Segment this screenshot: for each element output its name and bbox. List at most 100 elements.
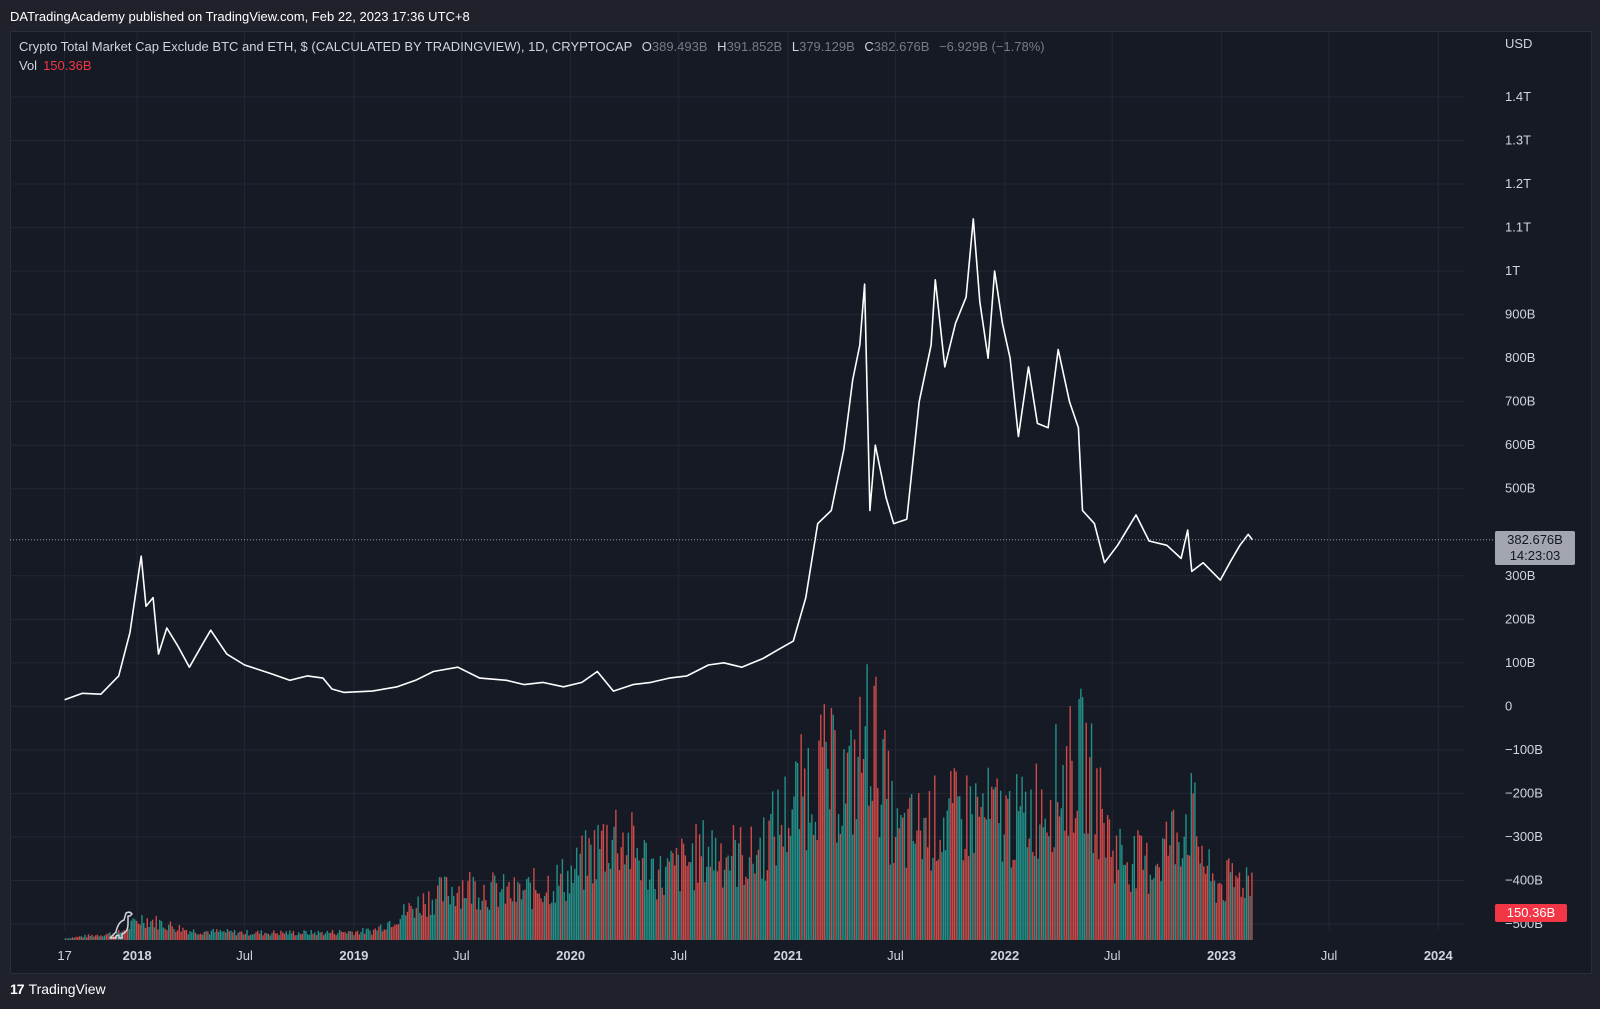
volume-bar [404,915,407,940]
volume-bar [169,921,172,940]
volume-bar [950,771,952,940]
volume-bar [1110,856,1112,940]
volume-bar [590,844,592,940]
volume-bar [586,875,589,940]
volume-bar [178,924,181,940]
volume-bar [283,933,286,940]
volume-bar [483,884,485,940]
volume-bar [260,930,263,940]
volume-bar [495,883,498,940]
volume-bar [134,919,136,940]
volume-bar [335,935,337,940]
volume-bar [843,749,845,940]
volume-bar [93,936,95,940]
volume-bar [490,882,492,940]
price-tick-label: 0 [1505,698,1512,713]
volume-bar [780,824,783,940]
volume-bar [729,870,731,940]
volume-bar [1163,839,1166,940]
volume-bar [1176,832,1178,940]
high-key: H [717,39,727,54]
volume-bar [668,861,671,940]
volume-bar [918,793,920,940]
volume-bar [228,931,230,940]
volume-bar [659,856,662,940]
volume-bar [944,850,947,940]
volume-bar [200,933,202,940]
volume-bar [412,908,414,940]
volume-bar [1114,883,1116,940]
volume-bar [545,892,548,940]
volume-bar [948,798,950,940]
volume-bar [1158,867,1160,940]
volume-bar [107,933,109,940]
volume-bar [1042,827,1045,940]
volume-bar [244,933,246,940]
volume-bar [217,931,220,940]
volume-bar [125,930,127,940]
volume-bar [994,787,997,940]
volume-bar [1188,855,1191,940]
volume-bar [397,924,400,940]
tradingview-logo[interactable]: 17 TradingView [10,981,106,997]
volume-bar [725,857,728,940]
time-tick-label: Jul [1104,948,1121,963]
volume-bar [575,847,578,940]
volume-bar [652,858,654,940]
volume-bar [68,937,70,940]
volume-bar [773,836,776,940]
volume-bar [1055,724,1057,940]
currency-label[interactable]: USD [1505,36,1533,51]
volume-bar [1064,830,1066,940]
volume-bar [105,934,108,940]
volume-bar [1119,828,1121,940]
volume-bar [959,796,961,940]
time-tick-label: Jul [670,948,687,963]
volume-bar [96,934,99,940]
volume-bar [844,803,847,940]
volume-bar [787,828,790,940]
volume-bar [214,932,216,940]
volume-bar [273,930,275,940]
volume-bar [686,865,688,940]
volume-bar [258,933,261,940]
volume-bar [953,768,956,940]
volume-bar [549,904,551,940]
volume-bar [1122,865,1125,940]
volume-bar [1187,854,1189,940]
price-tick-label: 900B [1505,307,1535,322]
volume-bar [294,935,296,940]
volume-bar [1003,834,1005,940]
volume-bar [1032,852,1034,940]
chart-legend: Crypto Total Market Cap Exclude BTC and … [19,39,1045,54]
volume-bar [87,934,90,940]
volume-bar [1060,808,1062,940]
volume-bar [1103,823,1105,940]
volume-legend: Vol 150.36B [19,58,92,73]
volume-bar [1101,808,1103,940]
volume-bar [322,935,325,940]
volume-bar [185,929,188,940]
volume-bar [520,899,523,940]
time-tick-label: Jul [887,948,904,963]
volume-bar [1007,798,1009,940]
volume-bar [356,930,359,940]
volume-bar [891,780,893,940]
price-tick-label: 300B [1505,568,1535,583]
volume-bar [796,763,799,940]
volume-bar [1171,811,1173,940]
volume-bar [119,932,122,940]
volume-bar [538,893,540,940]
volume-bar [536,893,539,940]
volume-bar [77,936,79,940]
volume-bar [486,907,489,940]
volume-bar [1126,862,1128,940]
volume-bar [453,895,455,940]
volume-bar [150,921,152,940]
volume-bar [941,852,943,940]
volume-bar [371,934,373,940]
volume-bar [609,868,612,940]
volume-bar [1010,867,1013,940]
volume-label: Vol [19,58,38,73]
